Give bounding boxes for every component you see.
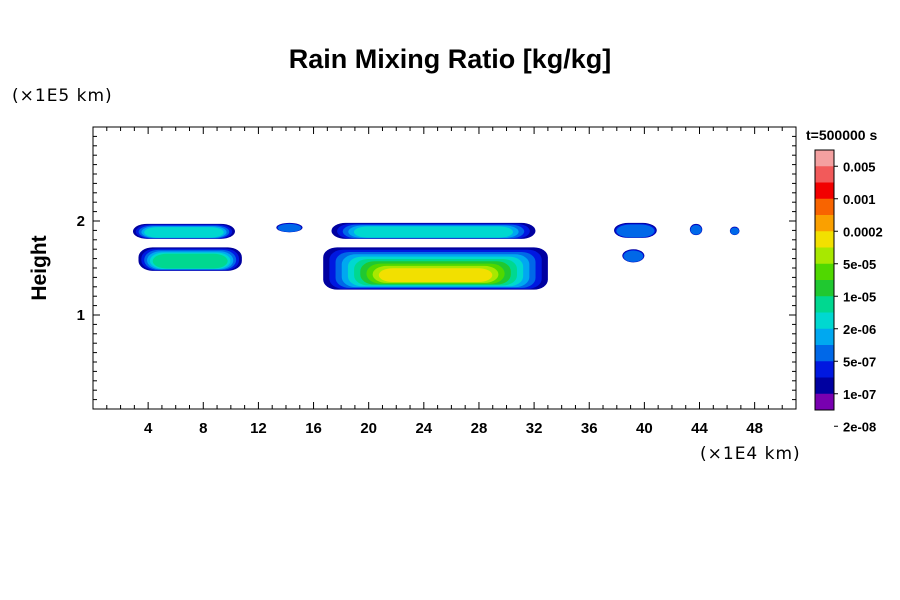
colorbar-swatch	[815, 198, 834, 216]
rain-contour	[353, 226, 514, 238]
x-tick-label: 48	[746, 420, 763, 437]
rain-contour	[144, 227, 224, 238]
x-axis-ticks: 4 8 12 16 20 24 28 32 36 40 44 48	[106, 127, 783, 437]
rain-region	[132, 223, 235, 239]
colorbar-label: 2e-08	[843, 419, 876, 434]
colorbar-label: 0.0002	[843, 224, 883, 239]
rain-contour	[378, 268, 493, 283]
colorbar-label: 5e-07	[843, 354, 876, 369]
x-tick-label: 4	[144, 420, 153, 437]
colorbar-swatch	[815, 377, 834, 395]
rain-contour	[616, 224, 655, 238]
colorbar-swatch	[815, 231, 834, 248]
rain-contour	[730, 227, 739, 235]
colorbar-swatch	[815, 150, 834, 167]
x-tick-label: 44	[691, 420, 708, 437]
x-tick-label: 12	[250, 420, 267, 437]
rain-contour	[152, 253, 228, 269]
rain-region	[622, 249, 645, 263]
y-axis-unit: (×1E5 km)	[12, 86, 113, 106]
y-tick-label: 1	[77, 307, 85, 324]
x-tick-label: 40	[636, 420, 653, 437]
colorbar-swatch	[815, 345, 834, 362]
y-tick-label: 2	[77, 213, 85, 230]
colorbar-label: 2e-06	[843, 322, 876, 337]
x-tick-label: 8	[199, 420, 207, 437]
x-tick-label: 24	[415, 420, 432, 437]
colorbar-swatch	[815, 312, 834, 330]
rain-region	[331, 222, 536, 239]
y-axis-ticks: 12	[77, 135, 796, 401]
rain-contour	[277, 223, 302, 232]
colorbar-swatch	[815, 393, 834, 411]
colorbar-swatch	[815, 263, 834, 281]
colorbar-swatch	[815, 215, 834, 232]
rain-region	[614, 222, 657, 238]
x-tick-label: 20	[360, 420, 377, 437]
colorbar-swatch	[815, 166, 834, 183]
x-tick-label: 16	[305, 420, 322, 437]
x-axis-unit: (×1E4 km)	[700, 444, 801, 464]
colorbar-label: 1e-07	[843, 387, 876, 402]
colorbar-swatch	[815, 296, 834, 313]
rain-region	[689, 223, 703, 236]
colorbar: 0.005 0.001 0.0002 5e-05 1e-05 2e-06 5e-07 1e-0…	[814, 149, 883, 434]
colorbar-label: 1e-05	[843, 289, 876, 304]
colorbar-swatch	[815, 247, 834, 265]
rain-region	[138, 247, 242, 271]
data-regions	[132, 222, 740, 290]
colorbar-swatch	[815, 280, 834, 297]
rain-region	[729, 226, 740, 236]
colorbar-label: 5e-05	[843, 257, 876, 272]
x-tick-label: 28	[471, 420, 488, 437]
rain-region	[276, 222, 303, 233]
colorbar-swatch	[815, 361, 834, 378]
rain-region	[323, 247, 548, 290]
colorbar-swatch	[815, 182, 834, 200]
chart-title: Rain Mixing Ratio [kg/kg]	[288, 44, 612, 74]
x-tick-label: 36	[581, 420, 598, 437]
time-label: t=500000 s	[806, 127, 878, 143]
rain-contour	[623, 250, 644, 262]
colorbar-label: 0.001	[843, 192, 876, 207]
x-tick-label: 32	[526, 420, 543, 437]
colorbar-swatch	[815, 328, 834, 346]
colorbar-label: 0.005	[843, 159, 876, 174]
rain-contour	[690, 225, 702, 235]
colorbar-frame	[814, 149, 835, 411]
